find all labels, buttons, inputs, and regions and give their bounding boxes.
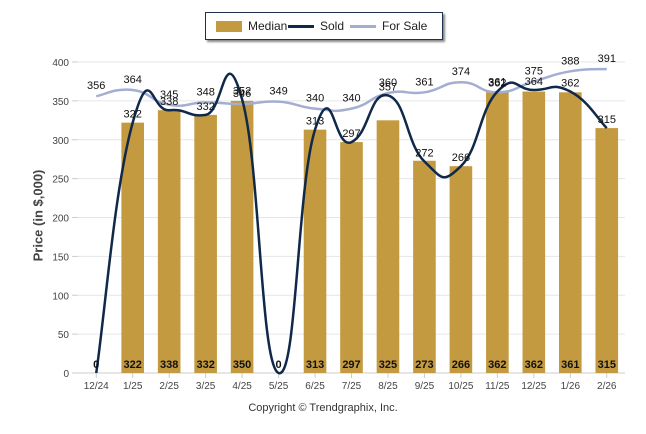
for-sale-data-label: 340	[306, 93, 324, 105]
sold-data-label: 266	[452, 152, 470, 164]
x-tick-label: 9/25	[415, 381, 435, 392]
x-tick-label: 2/25	[159, 381, 179, 392]
for-sale-data-label: 361	[415, 76, 433, 88]
legend-item-for-sale[interactable]: For Sale	[350, 19, 427, 33]
line-sold	[94, 72, 608, 375]
x-tick-label: 2/26	[597, 381, 617, 392]
legend-item-median[interactable]: Median	[216, 19, 287, 33]
bar-median	[413, 160, 436, 373]
for-sale-data-label: 364	[124, 74, 142, 86]
bar-median	[194, 114, 217, 374]
bar-data-label: 350	[233, 359, 251, 371]
for-sale-swatch	[350, 24, 376, 28]
sold-data-label: 362	[488, 78, 506, 90]
x-tick-label: 3/25	[196, 381, 216, 392]
x-tick-label: 6/25	[305, 381, 325, 392]
y-tick-label: 300	[52, 136, 69, 147]
y-axis-label: Price (in $,000)	[30, 169, 46, 262]
y-tick-label: 100	[52, 291, 69, 302]
for-sale-data-label: 361	[488, 76, 506, 88]
sold-data-label: 332	[196, 101, 214, 113]
for-sale-data-label: 388	[561, 55, 579, 67]
bar-median	[558, 92, 582, 373]
x-tick-label: 7/25	[342, 381, 362, 392]
x-tick-label: 10/25	[448, 381, 473, 392]
y-tick-label: 0	[63, 369, 69, 380]
bar-data-label: 266	[452, 359, 470, 371]
y-tick-label: 200	[52, 214, 69, 225]
bar-median	[449, 166, 473, 373]
bar-data-label: 362	[488, 359, 506, 371]
sold-data-label: 352	[233, 85, 251, 97]
sold-data-label: 364	[525, 76, 543, 88]
sold-data-label: 272	[415, 148, 433, 160]
bar-data-label: 362	[525, 359, 543, 371]
bar-median	[303, 129, 327, 373]
for-sale-data-label: 375	[525, 65, 543, 77]
x-tick-label: 4/25	[232, 381, 252, 392]
bar-median	[340, 142, 363, 373]
sold-data-label: 362	[561, 78, 579, 90]
bar-data-label: 322	[124, 359, 142, 371]
y-tick-label: 150	[52, 252, 69, 263]
x-tick-label: 8/25	[378, 381, 398, 392]
legend-label-median: Median	[248, 19, 288, 33]
bar-median	[595, 128, 619, 373]
bar-data-label: 273	[415, 359, 433, 371]
for-sale-data-label: 360	[379, 77, 397, 89]
sold-data-label: 315	[598, 114, 616, 126]
bar-median	[230, 100, 254, 373]
bar-data-label: 0	[93, 359, 99, 371]
x-tick-label: 12/25	[521, 381, 546, 392]
sold-data-label: 338	[160, 96, 178, 108]
legend-item-sold[interactable]: Sold	[288, 19, 344, 33]
bar-median	[121, 122, 145, 374]
bar-data-label: 338	[160, 359, 178, 371]
x-tick-label: 11/25	[485, 381, 510, 392]
bar-data-label: 0	[276, 359, 282, 371]
y-tick-label: 400	[52, 58, 69, 69]
for-sale-data-label: 340	[342, 93, 360, 105]
for-sale-data-label: 374	[452, 66, 470, 78]
bar-median	[157, 110, 181, 373]
legend-label-sold: Sold	[320, 19, 345, 33]
bar-data-label: 313	[306, 359, 324, 371]
y-tick-label: 350	[52, 97, 69, 108]
sold-data-label: 313	[306, 116, 324, 128]
x-tick-label: 1/26	[561, 381, 581, 392]
y-tick-label: 250	[52, 175, 69, 186]
bar-median	[376, 120, 400, 373]
bar-data-label: 361	[561, 359, 579, 371]
bar-data-label: 332	[196, 359, 214, 371]
for-sale-data-label: 391	[598, 53, 616, 65]
legend: Median Sold For Sale	[205, 12, 443, 40]
median-swatch	[216, 20, 242, 32]
bar-median	[522, 91, 546, 374]
legend-label-for-sale: For Sale	[382, 19, 428, 33]
copyright-text: Copyright © Trendgraphix, Inc.	[248, 402, 398, 414]
for-sale-data-label: 356	[87, 80, 105, 92]
y-tick-label: 50	[58, 330, 70, 341]
sold-swatch	[288, 24, 314, 28]
sold-data-label: 322	[124, 109, 142, 121]
bar-data-label: 315	[598, 359, 616, 371]
x-tick-label: 5/25	[269, 381, 289, 392]
for-sale-data-label: 348	[196, 86, 214, 98]
x-tick-label: 12/24	[84, 381, 109, 392]
bar-median	[486, 91, 509, 374]
bar-data-label: 297	[342, 359, 360, 371]
sold-data-label: 357	[379, 81, 397, 93]
sold-data-label: 297	[342, 128, 360, 140]
for-sale-data-label: 349	[269, 86, 287, 98]
x-tick-label: 1/25	[123, 381, 143, 392]
for-sale-data-label: 346	[233, 88, 251, 100]
bar-data-label: 325	[379, 359, 397, 371]
for-sale-data-label: 345	[160, 89, 178, 101]
